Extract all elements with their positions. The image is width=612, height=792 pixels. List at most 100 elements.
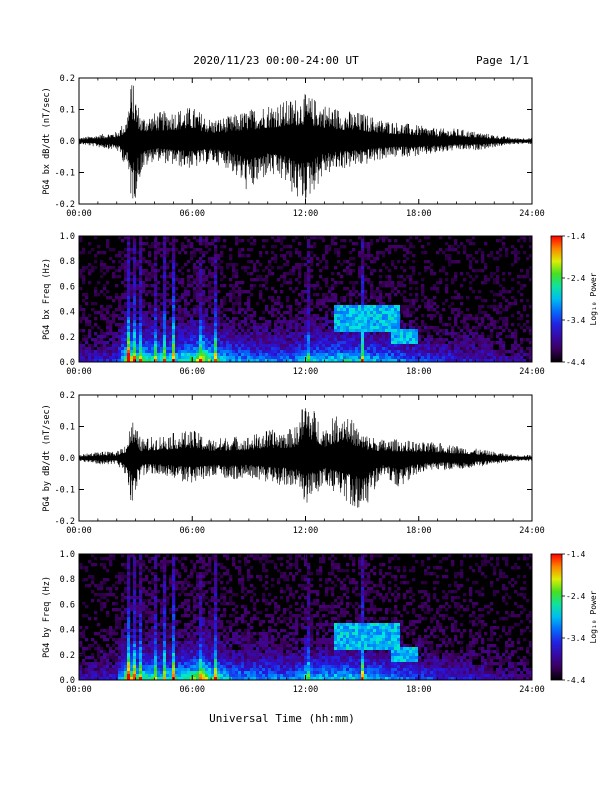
spectrogram-cell <box>304 308 308 312</box>
spectrogram-cell <box>202 272 206 276</box>
spectrogram-cell <box>268 269 272 273</box>
spectrogram-cell <box>307 335 311 339</box>
spectrogram-cell <box>388 344 392 348</box>
spectrogram-cell <box>181 656 185 660</box>
spectrogram-cell <box>292 290 296 294</box>
spectrogram-cell <box>232 305 236 309</box>
spectrogram-cell <box>355 305 359 309</box>
spectrogram-cell <box>238 326 242 330</box>
spectrogram-cell <box>511 332 515 336</box>
spectrogram-cell <box>271 314 275 318</box>
spectrogram-cell <box>124 641 128 645</box>
spectrogram-cell <box>457 356 461 360</box>
spectrogram-cell <box>184 302 188 306</box>
spectrogram-cell <box>253 311 257 315</box>
spectrogram-cell <box>328 326 332 330</box>
spectrogram-cell <box>223 299 227 303</box>
spectrogram-cell <box>79 641 83 645</box>
spectrogram-cell <box>349 257 353 261</box>
spectrogram-cell <box>163 653 167 657</box>
spectrogram-cell <box>400 356 404 360</box>
spectrogram-cell <box>502 341 506 345</box>
spectrogram-cell <box>280 266 284 270</box>
spectrogram-cell <box>187 668 191 672</box>
spectrogram-cell <box>250 317 254 321</box>
spectrogram-cell <box>130 629 134 633</box>
spectrogram-cell <box>202 320 206 324</box>
spectrogram-cell <box>310 302 314 306</box>
spectrogram-cell <box>133 323 137 327</box>
spectrogram-cell <box>157 293 161 297</box>
spectrogram-cell <box>112 356 116 360</box>
spectrogram-cell <box>157 314 161 318</box>
spectrogram-cell <box>220 353 224 357</box>
spectrogram-cell <box>391 329 395 333</box>
spectrogram-cell <box>406 338 410 342</box>
spectrogram-cell <box>97 647 101 651</box>
spectrogram-cell <box>295 251 299 255</box>
spectrogram-cell <box>298 251 302 255</box>
spectrogram-cell <box>307 323 311 327</box>
spectrogram-cell <box>115 341 119 345</box>
spectrogram-cell <box>187 644 191 648</box>
spectrogram-cell <box>463 338 467 342</box>
spectrogram-cell <box>184 245 188 249</box>
spectrogram-cell <box>307 293 311 297</box>
spectrogram-cell <box>199 350 203 354</box>
spectrogram-cell <box>361 293 365 297</box>
spectrogram-cell <box>499 350 503 354</box>
spectrogram-cell <box>124 653 128 657</box>
spectrogram-cell <box>436 326 440 330</box>
spectrogram-cell <box>184 668 188 672</box>
spectrogram-cell <box>127 281 131 285</box>
spectrogram-cell <box>451 296 455 300</box>
spectrogram-cell <box>82 668 86 672</box>
spectrogram-cell <box>334 359 338 363</box>
spectrogram-cell <box>154 653 158 657</box>
spectrogram-cell <box>100 350 104 354</box>
spectrogram-cell <box>130 608 134 612</box>
spectrogram-cell <box>430 269 434 273</box>
spectrogram-cell <box>178 323 182 327</box>
spectrogram-cell <box>160 560 164 564</box>
spectrogram-cell <box>163 281 167 285</box>
spectrogram-cell <box>178 335 182 339</box>
spectrogram-cell <box>430 353 434 357</box>
spectrogram-cell <box>160 314 164 318</box>
spectrogram-cell <box>484 311 488 315</box>
spectrogram-cell <box>154 290 158 294</box>
spectrogram-cell <box>172 275 176 279</box>
spectrogram-cell <box>382 263 386 267</box>
spectrogram-cell <box>94 593 98 597</box>
spectrogram-cell <box>97 347 101 351</box>
spectrogram-cell <box>427 329 431 333</box>
spectrogram-cell <box>133 671 137 675</box>
spectrogram-cell <box>529 359 533 363</box>
spectrogram-cell <box>469 344 473 348</box>
spectrogram-cell <box>112 608 116 612</box>
spectrogram-cell <box>205 347 209 351</box>
spectrogram-cell <box>301 290 305 294</box>
spectrogram-cell <box>79 350 83 354</box>
spectrogram-cell <box>439 278 443 282</box>
spectrogram-cell <box>226 329 230 333</box>
spectrogram-cell <box>172 353 176 357</box>
spectrogram-cell <box>298 344 302 348</box>
spectrogram-cell <box>355 314 359 318</box>
spectrogram-cell <box>136 662 140 666</box>
x-tick-label: 06:00 <box>179 526 205 536</box>
spectrogram-cell <box>100 332 104 336</box>
spectrogram-cell <box>400 338 404 342</box>
spectrogram-cell <box>382 296 386 300</box>
spectrogram-cell <box>139 317 143 321</box>
spectrogram-cell <box>364 332 368 336</box>
spectrogram-cell <box>220 323 224 327</box>
spectrogram-cell <box>190 281 194 285</box>
spectrogram-cell <box>88 314 92 318</box>
spectrogram-cell <box>397 335 401 339</box>
spectrogram-cell <box>250 287 254 291</box>
spectrogram-cell <box>496 350 500 354</box>
spectrogram-cell <box>277 326 281 330</box>
spectrogram-cell <box>187 347 191 351</box>
spectrogram-cell <box>241 266 245 270</box>
